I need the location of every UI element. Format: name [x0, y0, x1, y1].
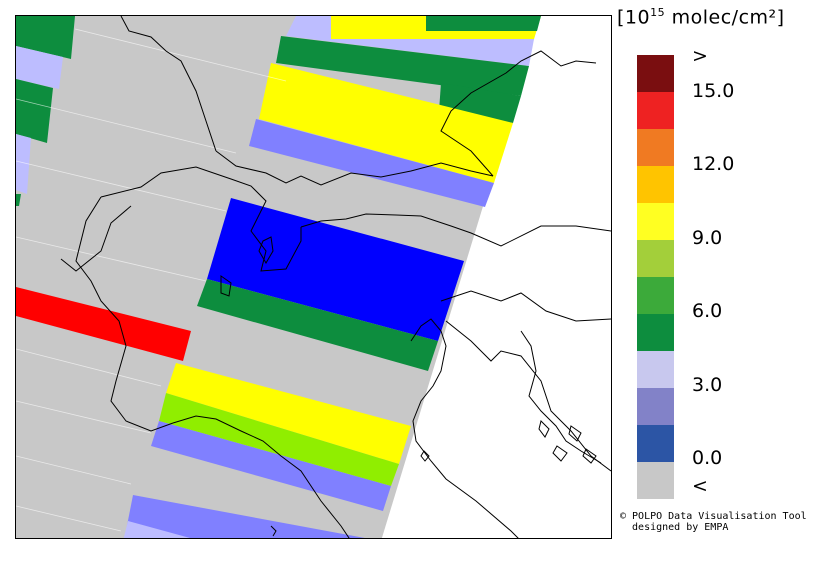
tick-3: 3.0 [692, 374, 723, 396]
tick-min: < [692, 475, 708, 497]
pixel-green-corner [426, 16, 541, 31]
island-4 [582, 448, 597, 464]
island-5 [420, 450, 430, 462]
color-swatch-0 [637, 55, 674, 92]
border-france-italy [75, 196, 174, 432]
color-swatch-4 [637, 203, 674, 240]
island-2 [552, 445, 568, 462]
border-swiss-italy [100, 166, 302, 272]
island-1 [538, 420, 550, 438]
border-germany-austria [440, 50, 597, 177]
coast-ligurian [172, 415, 350, 538]
tick-max: > [692, 45, 708, 67]
credit-line-2: designed by EMPA [620, 522, 729, 533]
unit-rest: molec/cm²] [665, 6, 785, 29]
pixel-green-left1 [16, 16, 75, 59]
pixel-lightgreen-low [159, 393, 399, 486]
color-swatch-2 [637, 129, 674, 166]
border-austria-italy [300, 213, 611, 247]
pixel-yellow-low [166, 363, 411, 464]
border-slovenia [440, 290, 611, 322]
tick-12: 12.0 [692, 153, 735, 175]
map-panel[interactable] [15, 15, 612, 539]
unit-label: [1015 molec/cm²] [617, 6, 785, 28]
color-swatch-3 [637, 166, 674, 203]
color-swatch-5 [637, 240, 674, 277]
pixel-periwinkle-bottom [124, 495, 365, 538]
pixel-lavender-top [286, 16, 534, 66]
pixel-green-top [276, 36, 529, 96]
coast-istria [445, 320, 611, 472]
unit-exponent: 15 [650, 6, 666, 19]
color-swatch-7 [637, 314, 674, 351]
tick-0: 0.0 [692, 447, 723, 469]
corsica-tip [270, 525, 277, 537]
pixel-yellow-mid [259, 63, 513, 183]
border-swiss-west [60, 205, 132, 272]
pixel-green-center [197, 279, 438, 371]
color-swatch-1 [637, 92, 674, 129]
scan-lines [16, 28, 287, 532]
unit-main: [10 [617, 6, 651, 29]
coast-adriatic [410, 318, 519, 538]
pixel-green-left2 [16, 79, 53, 143]
coast-croatia [520, 330, 602, 464]
color-swatch-10 [637, 425, 674, 462]
lake-2 [220, 275, 232, 297]
borders [60, 16, 611, 538]
credit-line-1: © POLPO Data Visualisation Tool [620, 511, 807, 522]
color-scale [637, 55, 674, 499]
color-swatch-6 [637, 277, 674, 314]
pixel-periwinkle-low [151, 421, 391, 511]
pixel-red-left [16, 287, 191, 361]
color-swatch-11 [637, 462, 674, 499]
pixel-periwinkle-mid [249, 119, 494, 207]
pixel-blue-center [207, 198, 464, 341]
pixel-lavender-bottom [123, 521, 191, 538]
island-3 [568, 425, 582, 442]
pixel-green-left3 [16, 194, 21, 206]
color-swatch-9 [637, 388, 674, 425]
border-france-germany [120, 16, 217, 152]
pixel-lavender-left1 [16, 46, 63, 89]
credit-text: © POLPO Data Visualisation Tool designed… [620, 511, 807, 533]
tick-9: 9.0 [692, 227, 723, 249]
lake-1 [258, 236, 274, 264]
border-swiss [215, 150, 494, 186]
map-canvas [16, 16, 611, 538]
tick-15: 15.0 [692, 80, 735, 102]
color-swatch-8 [637, 351, 674, 388]
tick-6: 6.0 [692, 300, 723, 322]
pixel-lavender-left2 [16, 134, 31, 194]
